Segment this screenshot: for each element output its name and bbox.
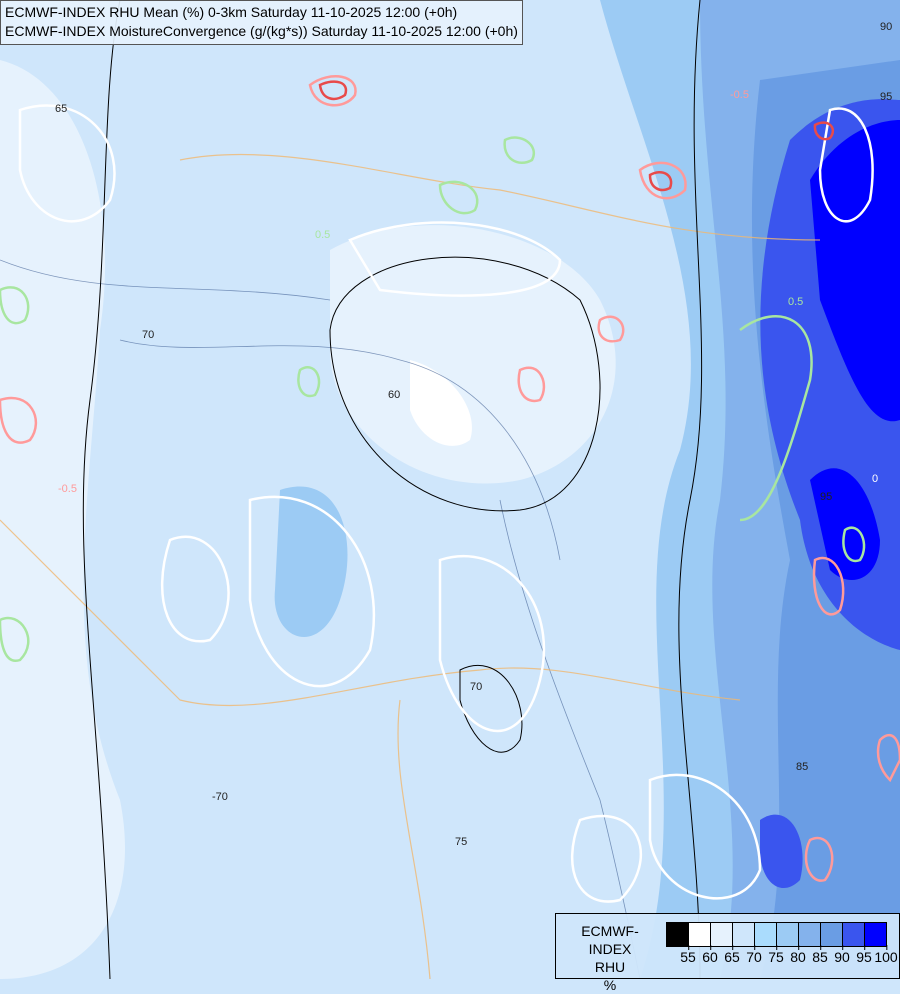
legend-tick: 90 bbox=[834, 945, 850, 965]
rhu-zone-65-center bbox=[330, 225, 616, 484]
rhu-zone-95-se bbox=[760, 814, 803, 889]
legend-variable: RHU bbox=[594, 959, 626, 975]
contour-label: 0.5 bbox=[315, 229, 330, 241]
legend-swatch bbox=[667, 923, 689, 946]
legend-swatch bbox=[733, 923, 755, 946]
rhu-zone-65 bbox=[0, 60, 125, 979]
legend-tick: 60 bbox=[702, 945, 718, 965]
legend-colorbar bbox=[666, 922, 887, 947]
contour-label: 60 bbox=[388, 389, 400, 401]
legend-tick: 95 bbox=[856, 945, 872, 965]
legend-swatch bbox=[689, 923, 711, 946]
title-rhu: ECMWF-INDEX RHU Mean (%) 0-3km Saturday … bbox=[5, 4, 458, 20]
contour-label: 0 bbox=[872, 473, 878, 485]
convergence-positive bbox=[0, 75, 900, 882]
contour-label: 95 bbox=[880, 91, 892, 103]
legend-tick: 80 bbox=[790, 945, 806, 965]
legend-swatch bbox=[799, 923, 821, 946]
legend-tick: 75 bbox=[768, 945, 784, 965]
legend-tick: 65 bbox=[724, 945, 740, 965]
legend-swatch bbox=[843, 923, 865, 946]
title-moisture-convergence: ECMWF-INDEX MoistureConvergence (g/(kg*s… bbox=[5, 23, 518, 39]
convergence-positive-strong bbox=[318, 80, 835, 192]
legend-swatch bbox=[711, 923, 733, 946]
contour-label: 70 bbox=[470, 681, 482, 693]
legend-title: ECMWF-INDEX RHU % bbox=[560, 922, 660, 994]
contour-label: -0.5 bbox=[58, 483, 77, 495]
legend-tick: 70 bbox=[746, 945, 762, 965]
legend-tick: 85 bbox=[812, 945, 828, 965]
rhu-contours-white bbox=[18, 104, 874, 903]
rhu-isolines bbox=[82, 0, 703, 979]
contour-label: 95 bbox=[820, 491, 832, 503]
contour-label: 75 bbox=[455, 836, 467, 848]
color-legend: ECMWF-INDEX RHU % 55 60 65 70 75 80 85 90 95 100 bbox=[555, 913, 900, 993]
contour-label: 70 bbox=[142, 329, 154, 341]
rhu-zone-80-a bbox=[274, 486, 348, 638]
contour-label: 90 bbox=[880, 21, 892, 33]
legend-swatch bbox=[755, 923, 777, 946]
contour-labels: 65 70 60 -0.5 0.5 75 85 90 95 0 -70 70 -… bbox=[55, 21, 892, 848]
borders bbox=[0, 153, 821, 979]
contour-label: 65 bbox=[55, 103, 67, 115]
rhu-zone-100-north bbox=[810, 120, 900, 422]
map-title: ECMWF-INDEX RHU Mean (%) 0-3km Saturday … bbox=[0, 0, 523, 45]
contour-label: -0.5 bbox=[730, 89, 749, 101]
contour-label: -70 bbox=[212, 791, 228, 803]
legend-swatch bbox=[821, 923, 843, 946]
contour-label: 85 bbox=[796, 761, 808, 773]
contour-label: 0.5 bbox=[788, 296, 803, 308]
legend-swatch bbox=[865, 923, 886, 946]
legend-swatch bbox=[777, 923, 799, 946]
legend-tick: 100 bbox=[874, 945, 898, 965]
legend-tick: 55 bbox=[680, 945, 696, 965]
rhu-zone-60 bbox=[410, 360, 472, 446]
legend-source: ECMWF-INDEX bbox=[581, 923, 639, 957]
legend-ticks: 55 60 65 70 75 80 85 90 95 100 bbox=[666, 945, 898, 971]
convergence-negative bbox=[0, 136, 866, 662]
